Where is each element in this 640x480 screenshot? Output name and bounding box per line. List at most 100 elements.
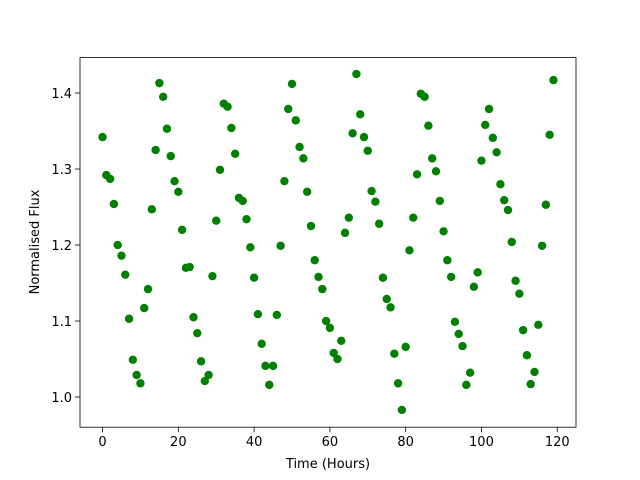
point [382,294,391,304]
point [352,69,361,79]
point [477,156,486,165]
point [284,104,293,114]
point [412,170,422,179]
point [124,314,134,323]
point [530,367,539,377]
point [386,303,395,312]
x-tick-label: 60 [322,435,339,450]
point [295,142,304,152]
point [140,303,149,313]
point [204,370,213,380]
y-tick-label: 1.1 [51,315,72,330]
point [481,120,490,130]
point [518,325,528,335]
point [443,256,452,265]
point [462,380,471,390]
point [174,187,183,197]
point [117,251,126,260]
point [310,256,319,265]
point [121,270,130,279]
point [151,145,160,155]
point [212,216,221,225]
x-tick-label: 0 [98,435,106,450]
point [469,282,479,292]
point [98,132,107,142]
point [325,323,335,333]
point [306,221,316,231]
point [189,313,198,322]
point [265,380,274,390]
point [333,354,342,364]
point [249,273,259,282]
point [450,317,460,326]
point [390,349,399,358]
point [492,148,501,157]
point [424,121,433,130]
point [488,133,498,143]
point [227,123,236,133]
y-tick-label: 1.3 [51,163,72,178]
y-tick-label: 1.4 [51,87,72,102]
y-axis-label: Normalised Flux [28,189,43,294]
point [208,271,217,281]
point [458,341,467,351]
point [537,241,547,250]
point [257,339,266,349]
point [215,165,225,174]
point [287,79,297,89]
x-tick-label: 20 [170,435,187,450]
point [230,149,240,159]
point [454,329,463,339]
point [196,357,206,366]
point [246,243,255,252]
point [136,379,145,388]
point [337,336,346,345]
point [261,361,270,371]
point [299,154,308,163]
x-axis-label: Time (Hours) [285,457,370,472]
point [318,284,327,294]
x-tick-label: 40 [246,435,263,450]
point [185,262,194,272]
point [193,328,202,338]
point [356,110,365,119]
point [132,370,141,380]
point [177,225,187,235]
point [314,272,323,282]
point [420,92,429,102]
point [439,227,448,236]
point [302,187,312,197]
point [431,167,441,176]
point [113,240,122,250]
point [499,195,509,205]
point [401,342,410,352]
point [348,129,357,138]
point [321,316,331,326]
point [359,132,369,142]
point [507,237,516,247]
point [105,174,115,184]
point [393,379,403,388]
point [549,75,558,85]
point [515,289,524,298]
point [242,214,251,224]
point [526,379,535,389]
point [435,196,444,206]
point [367,186,376,196]
point [511,276,520,285]
plot-frame [79,57,577,428]
point [158,92,168,102]
point [109,199,119,209]
point [446,272,456,282]
point [147,205,157,214]
point [344,213,354,222]
point [428,154,437,163]
point [162,124,172,133]
point [128,355,138,364]
point [155,78,164,88]
point [541,200,551,209]
point [371,197,380,206]
point [253,309,263,319]
point [522,351,532,360]
